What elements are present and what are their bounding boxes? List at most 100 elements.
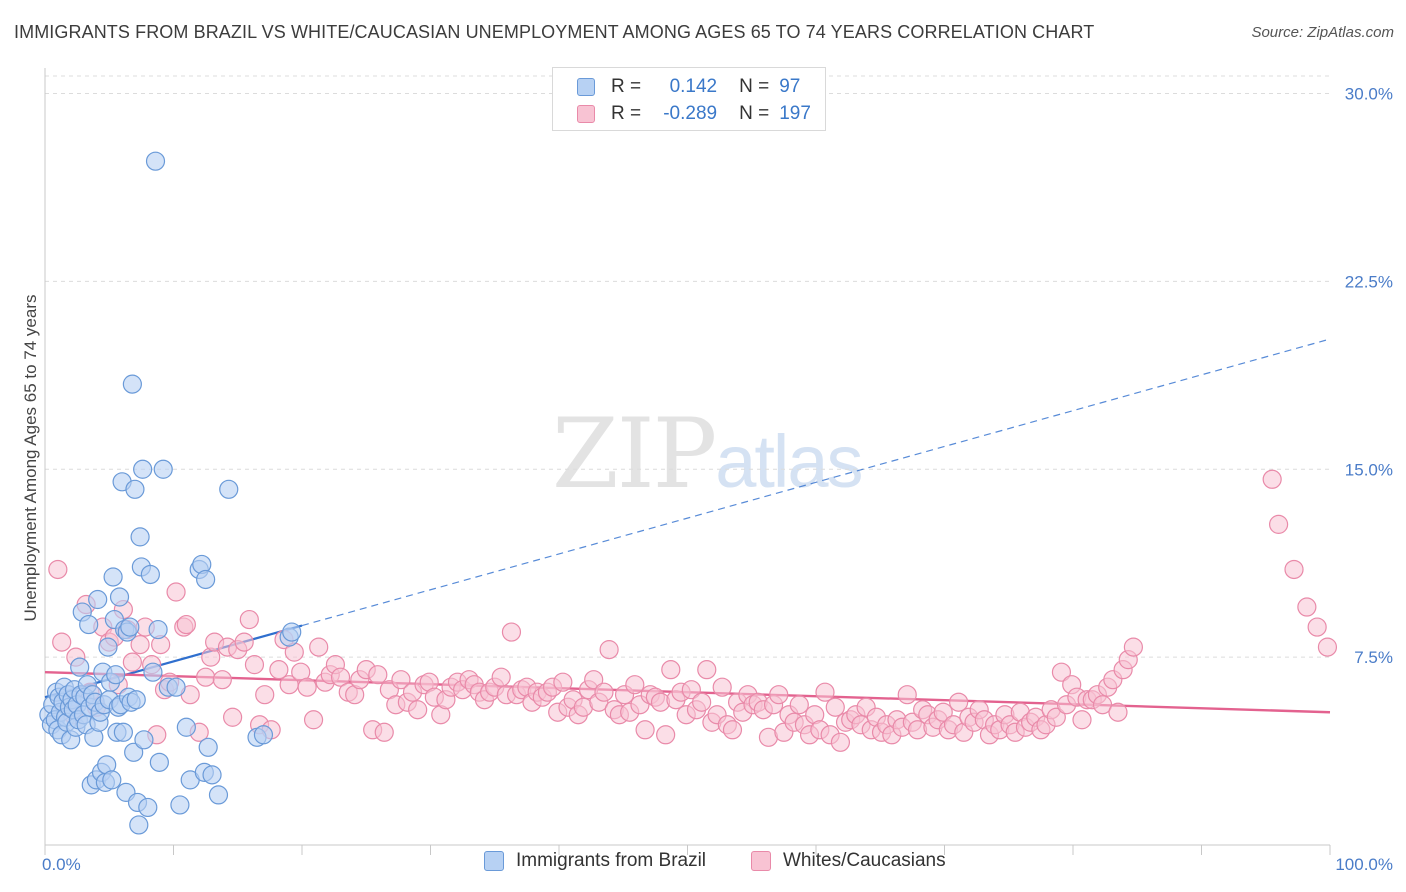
data-point-brazil — [125, 479, 145, 499]
data-point-whites — [1284, 559, 1304, 580]
data-point-brazil — [133, 459, 153, 479]
data-point-brazil — [122, 374, 142, 394]
data-point-whites — [122, 652, 142, 672]
data-point-brazil — [88, 589, 108, 610]
data-point-whites — [692, 692, 712, 712]
data-point-brazil — [196, 569, 216, 590]
data-point-whites — [368, 665, 388, 685]
data-point-whites — [681, 680, 701, 700]
trend-line-brazil-projected — [301, 338, 1331, 627]
watermark-zip: ZIP — [552, 398, 717, 510]
data-point-whites — [1108, 702, 1128, 722]
data-point-whites — [297, 677, 317, 697]
legend-swatch-pink — [751, 851, 771, 871]
data-point-whites — [309, 637, 329, 657]
data-point-brazil — [143, 662, 163, 682]
data-point-whites — [223, 707, 243, 727]
data-point-whites — [635, 720, 655, 740]
legend-item-label: Whites/Caucasians — [783, 850, 946, 871]
data-point-brazil — [130, 527, 150, 547]
legend-r-label: R = — [611, 76, 642, 97]
data-point-whites — [48, 559, 68, 580]
data-point-brazil — [140, 564, 160, 585]
data-point-brazil — [102, 770, 122, 790]
data-point-whites — [1123, 637, 1143, 657]
legend-n-label: N = — [739, 76, 770, 97]
data-point-whites — [897, 685, 917, 705]
legend-swatch-blue — [577, 78, 595, 96]
data-point-brazil — [103, 567, 123, 587]
data-point-brazil — [202, 765, 222, 785]
data-point-whites — [166, 582, 186, 602]
data-point-whites — [789, 695, 809, 715]
source-credit: Source: ZipAtlas.com — [1251, 24, 1394, 41]
data-point-brazil — [148, 619, 168, 640]
data-point-whites — [176, 614, 196, 635]
data-point-brazil — [253, 725, 274, 745]
legend-r-label: R = — [611, 103, 642, 124]
data-point-brazil — [208, 785, 229, 805]
data-point-whites — [661, 660, 681, 680]
data-point-brazil — [113, 722, 133, 742]
data-point-whites — [269, 660, 289, 680]
watermark: ZIPatlas — [552, 398, 864, 510]
legend-item-label: Immigrants from Brazil — [516, 850, 707, 871]
data-point-brazil — [176, 717, 196, 737]
y-tick-label: 22.5% — [1345, 272, 1393, 291]
axes — [44, 68, 1331, 855]
data-point-whites — [234, 632, 254, 652]
y-tick-label: 7.5% — [1354, 648, 1393, 667]
data-point-brazil — [120, 617, 140, 637]
data-point-whites — [584, 670, 604, 690]
chart-title: IMMIGRANTS FROM BRAZIL VS WHITE/CAUCASIA… — [14, 22, 1095, 42]
data-point-brazil — [70, 657, 90, 677]
legend-n-label: N = — [739, 103, 770, 124]
y-axis-title: Unemployment Among Ages 65 to 74 years — [21, 295, 40, 622]
data-point-whites — [239, 609, 259, 630]
data-point-whites — [722, 720, 743, 740]
data-point-whites — [594, 682, 614, 702]
data-point-whites — [1297, 597, 1317, 617]
data-point-whites — [625, 675, 645, 695]
data-point-whites — [130, 635, 150, 655]
data-point-whites — [1072, 710, 1092, 730]
legend-item-brazil[interactable]: Immigrants from Brazil — [484, 850, 706, 872]
data-point-whites — [1268, 514, 1289, 534]
data-point-whites — [501, 622, 522, 642]
data-point-brazil — [129, 815, 149, 835]
data-point-brazil — [124, 742, 144, 762]
legend-swatch-pink — [577, 105, 595, 123]
data-point-whites — [1046, 707, 1066, 727]
data-point-whites — [303, 710, 324, 730]
data-point-whites — [825, 697, 845, 717]
legend-swatch-blue — [484, 851, 504, 871]
data-point-whites — [330, 667, 351, 687]
y-tick-label: 30.0% — [1345, 85, 1393, 104]
data-point-whites — [374, 722, 394, 742]
data-point-brazil — [198, 737, 218, 757]
data-point-brazil — [145, 151, 166, 171]
data-point-brazil — [219, 479, 239, 499]
data-point-brazil — [166, 677, 186, 697]
data-point-brazil — [282, 622, 302, 642]
data-point-whites — [697, 660, 717, 680]
data-point-whites — [933, 702, 953, 722]
data-point-brazil — [153, 459, 173, 479]
legend-n-value: 197 — [779, 103, 811, 124]
data-point-whites — [553, 672, 573, 692]
y-tick-label: 15.0% — [1345, 460, 1393, 479]
legend-r-value: 0.142 — [669, 76, 718, 97]
data-point-whites — [491, 667, 511, 687]
data-point-whites — [52, 632, 72, 652]
series-legend: Immigrants from Brazil Whites/Caucasians — [0, 850, 1406, 878]
legend-item-whites[interactable]: Whites/Caucasians — [751, 850, 946, 872]
data-point-brazil — [138, 797, 158, 818]
data-point-whites — [1307, 617, 1327, 637]
data-point-brazil — [126, 690, 146, 710]
data-point-whites — [255, 685, 275, 705]
series-immigrants-from-brazil — [39, 151, 302, 835]
data-point-whites — [244, 655, 265, 675]
legend-r-value: -0.289 — [663, 103, 718, 124]
data-point-brazil — [170, 795, 190, 815]
